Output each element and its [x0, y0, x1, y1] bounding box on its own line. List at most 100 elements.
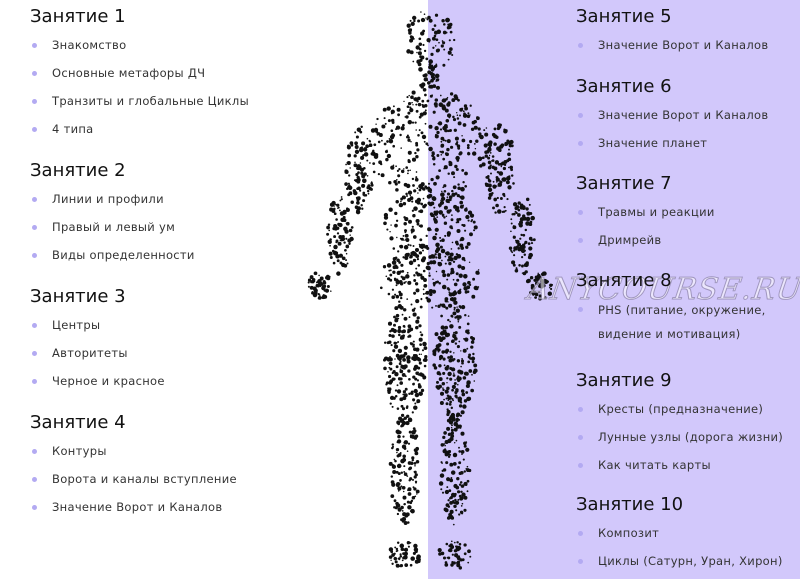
figure-dot — [423, 140, 426, 143]
figure-dot — [438, 354, 444, 360]
figure-dot — [461, 135, 463, 137]
figure-dot — [412, 382, 415, 386]
figure-dot — [497, 209, 502, 214]
figure-dot — [464, 313, 467, 317]
figure-dot — [456, 306, 458, 308]
figure-dot — [453, 352, 455, 354]
figure-dot — [458, 494, 462, 498]
figure-dot — [496, 170, 500, 174]
figure-dot — [438, 102, 444, 107]
figure-dot — [429, 191, 432, 194]
figure-dot — [405, 183, 411, 189]
figure-dot — [454, 498, 457, 502]
figure-dot — [418, 224, 421, 228]
figure-dot — [394, 372, 399, 377]
figure-dot — [397, 472, 401, 476]
figure-dot — [519, 220, 523, 225]
figure-dot — [397, 341, 400, 343]
figure-dot — [405, 238, 408, 242]
figure-dot — [413, 448, 418, 452]
figure-dot — [449, 30, 453, 34]
figure-dot — [473, 363, 478, 368]
figure-dot — [462, 458, 465, 461]
figure-dot — [401, 407, 406, 411]
figure-dot — [411, 157, 417, 162]
figure-dot — [463, 543, 467, 547]
figure-dot — [468, 468, 472, 473]
figure-dot — [379, 133, 382, 135]
figure-dot — [386, 140, 389, 143]
figure-dot — [399, 478, 402, 482]
figure-dot — [408, 479, 411, 482]
figure-dot — [548, 286, 551, 289]
figure-dot — [453, 176, 456, 179]
figure-dot — [333, 212, 337, 216]
figure-dot — [510, 249, 512, 251]
figure-dot — [425, 244, 429, 248]
figure-dot — [386, 106, 391, 111]
figure-dot — [460, 365, 462, 368]
figure-dot — [413, 19, 416, 23]
figure-dot — [422, 341, 427, 347]
figure-dot — [444, 234, 447, 237]
figure-dot — [387, 292, 391, 296]
figure-dot — [407, 461, 412, 465]
figure-dot — [466, 290, 470, 294]
figure-dot — [389, 134, 395, 140]
figure-dot — [327, 239, 332, 244]
figure-dot — [404, 229, 407, 233]
figure-dot — [436, 280, 439, 284]
figure-dot — [500, 165, 503, 168]
figure-dot — [418, 324, 422, 328]
figure-dot — [454, 342, 458, 345]
figure-dot — [404, 231, 407, 234]
figure-dot — [410, 228, 415, 233]
figure-dot — [407, 442, 411, 445]
figure-dot — [413, 470, 416, 473]
figure-dot — [446, 490, 449, 493]
figure-dot — [460, 350, 462, 352]
figure-dot — [529, 291, 533, 295]
figure-dot — [417, 264, 421, 267]
figure-dot — [376, 117, 379, 121]
list-item: Ворота и каналы вступление — [30, 472, 237, 487]
figure-dot — [451, 388, 454, 392]
figure-dot — [446, 196, 449, 199]
figure-dot — [407, 119, 413, 125]
lesson-10: Занятие 10 Композит Циклы (Сатурн, Уран,… — [574, 494, 783, 569]
figure-dot — [402, 393, 405, 396]
figure-dot — [401, 423, 405, 427]
figure-dot — [452, 462, 457, 466]
figure-dot — [428, 272, 431, 274]
figure-dot — [444, 563, 449, 567]
figure-dot — [424, 77, 428, 81]
figure-dot — [457, 183, 460, 186]
figure-dot — [445, 402, 449, 406]
figure-dot — [499, 144, 504, 149]
figure-dot — [431, 196, 437, 201]
figure-dot — [535, 281, 539, 285]
figure-dot — [409, 106, 412, 109]
figure-dot — [461, 502, 464, 505]
figure-dot — [467, 561, 470, 564]
figure-dot — [470, 336, 474, 340]
figure-dot — [407, 198, 411, 201]
figure-dot — [420, 31, 425, 36]
figure-dot — [422, 197, 425, 200]
figure-dot — [454, 421, 457, 425]
figure-dot — [407, 280, 412, 285]
figure-dot — [418, 391, 423, 396]
figure-dot — [507, 157, 512, 162]
figure-dot — [362, 178, 367, 184]
figure-dot — [447, 356, 450, 359]
figure-dot — [453, 381, 457, 386]
figure-dot — [420, 275, 425, 280]
figure-dot — [386, 153, 392, 159]
figure-dot — [313, 288, 316, 291]
figure-dot — [457, 498, 460, 501]
figure-dot — [507, 166, 510, 169]
figure-dot — [388, 387, 392, 391]
figure-dot — [457, 186, 461, 190]
figure-dot — [385, 157, 389, 162]
figure-dot — [425, 234, 428, 238]
